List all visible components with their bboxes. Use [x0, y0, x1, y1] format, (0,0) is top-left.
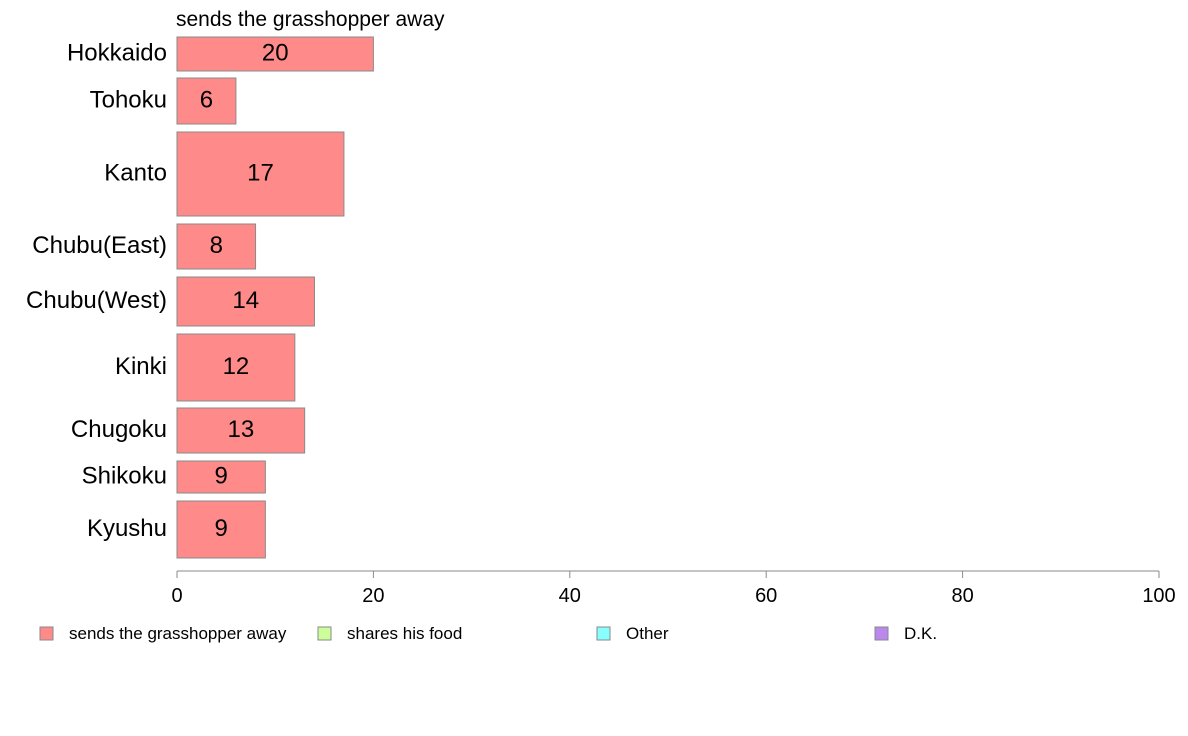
data-label: 17	[247, 159, 274, 186]
data-label: 9	[215, 515, 228, 542]
x-tick-label: 80	[951, 585, 973, 607]
bars-layer: Hokkaido 20 Tohoku 6 Kanto 17 Chubu(East) 8 Chub…	[26, 36, 374, 559]
category-label: Kanto	[104, 159, 167, 186]
category-label: Kinki	[115, 353, 167, 380]
bar-kinki	[176, 333, 296, 402]
legend-label: sends the grasshopper away	[69, 624, 287, 643]
bar-kanto	[176, 131, 345, 217]
category-label: Chubu(West)	[26, 287, 167, 314]
category-label: Hokkaido	[67, 39, 167, 66]
bar-chubu-east-	[176, 223, 257, 270]
bar-tohoku	[176, 77, 237, 125]
bar-shikoku	[176, 460, 266, 494]
legend-label: shares his food	[347, 624, 462, 643]
x-tick-label: 40	[559, 585, 581, 607]
data-label: 20	[262, 39, 289, 66]
legend-label: D.K.	[904, 624, 937, 643]
category-label: Kyushu	[87, 515, 167, 542]
category-label: Chugoku	[71, 416, 167, 443]
data-label: 12	[223, 353, 250, 380]
legend: sends the grasshopper away shares his foo…	[39, 624, 937, 643]
legend-swatch	[39, 626, 54, 641]
data-label: 13	[227, 416, 254, 443]
data-label: 6	[200, 86, 213, 113]
category-label: Shikoku	[82, 462, 167, 489]
x-axis: 0 20 40 60 80 100	[171, 570, 1176, 607]
bar-chubu-west-	[176, 276, 315, 327]
data-label: 8	[210, 232, 223, 259]
x-tick-label: 0	[171, 585, 182, 607]
legend-item: sends the grasshopper away	[39, 624, 287, 643]
x-tick-label: 60	[755, 585, 777, 607]
category-label: Tohoku	[90, 86, 167, 113]
bar-hokkaido	[176, 36, 374, 72]
legend-item: shares his food	[317, 624, 462, 643]
bar-kyushu	[176, 500, 266, 559]
legend-swatch	[874, 626, 889, 641]
x-tick-label: 100	[1142, 585, 1175, 607]
x-tick-label: 20	[362, 585, 384, 607]
category-label: Chubu(East)	[32, 232, 167, 259]
data-label: 9	[215, 462, 228, 489]
data-label: 14	[232, 287, 259, 314]
legend-item: Other	[596, 624, 669, 643]
bar-chugoku	[176, 407, 306, 454]
legend-item: D.K.	[874, 624, 937, 643]
legend-swatch	[317, 626, 332, 641]
legend-label: Other	[626, 624, 669, 643]
chart-title: sends the grasshopper away	[176, 8, 445, 31]
legend-swatch	[596, 626, 611, 641]
